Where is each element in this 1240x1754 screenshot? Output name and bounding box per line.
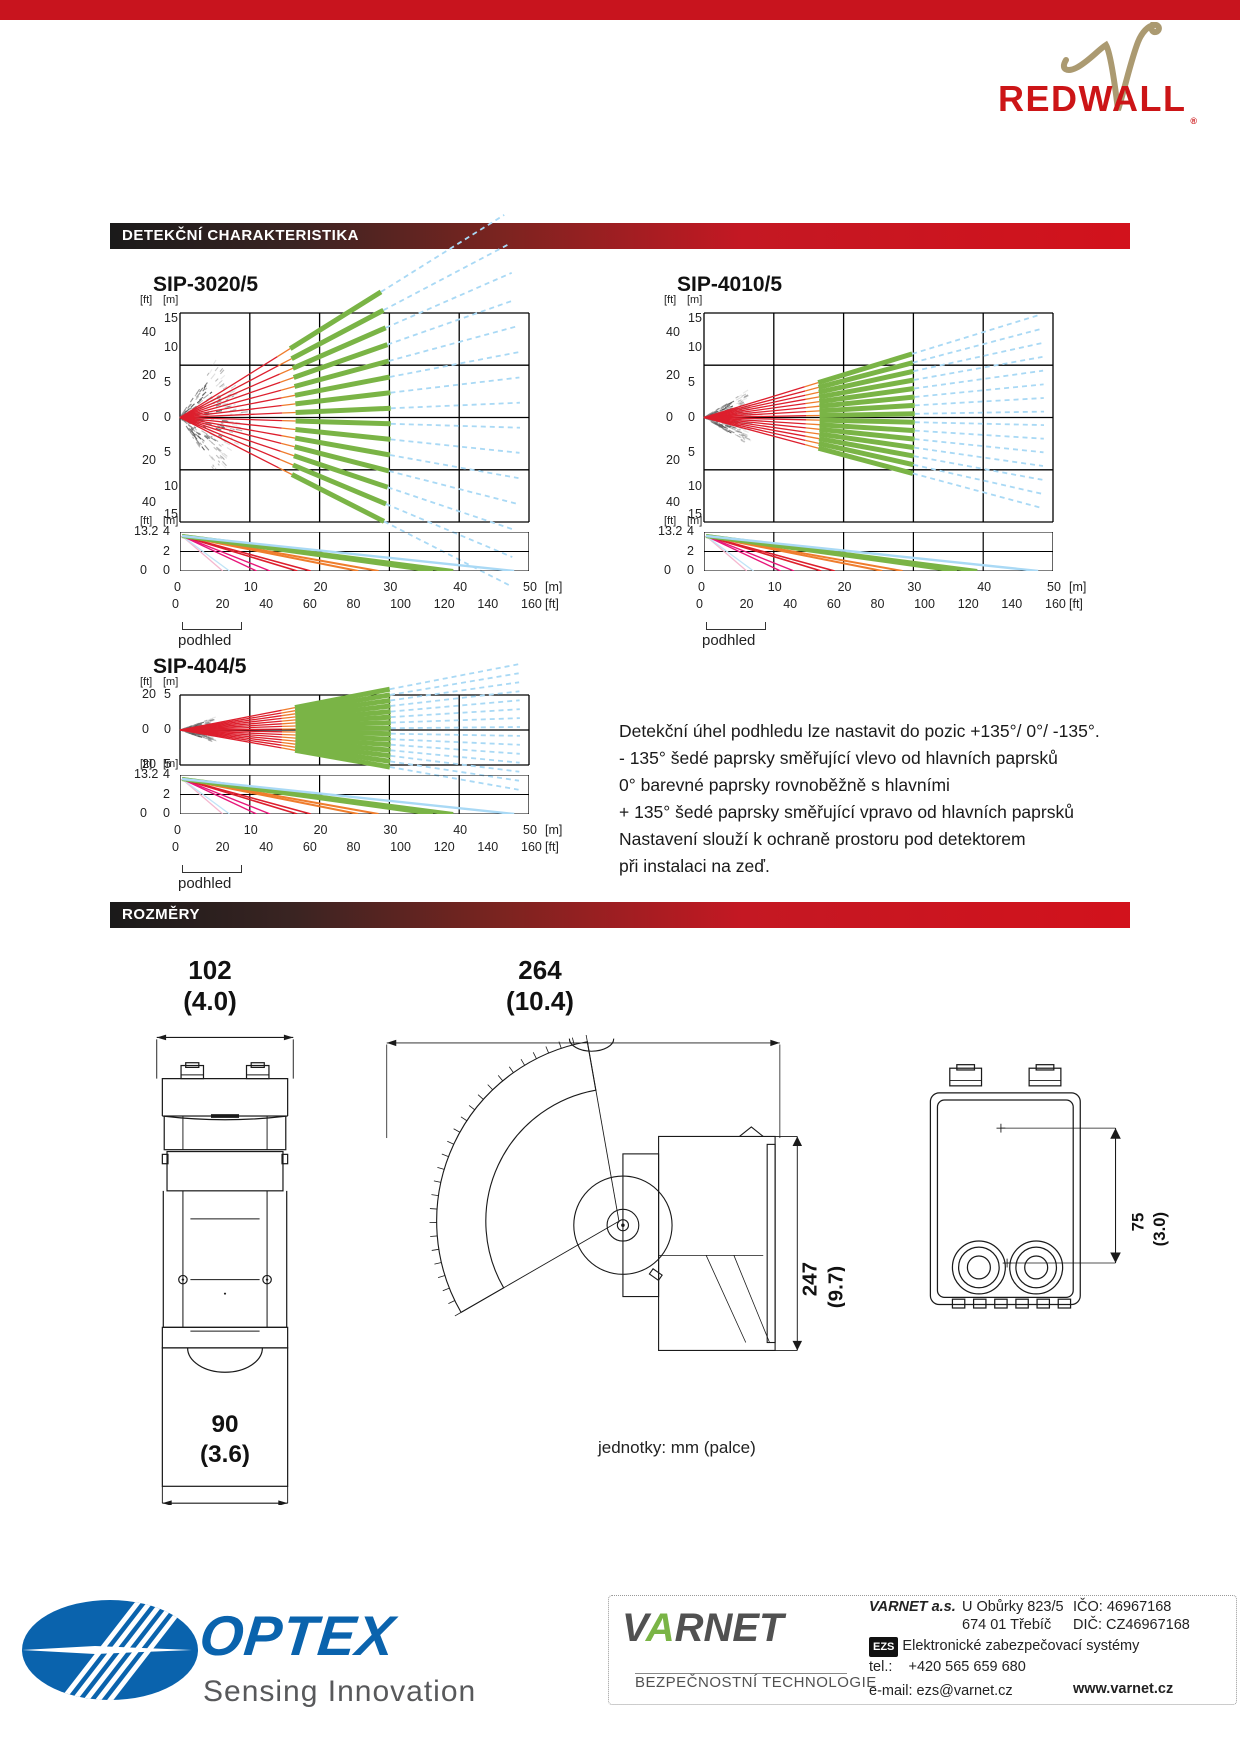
svg-text:(3.6): (3.6) xyxy=(200,1441,250,1468)
svg-text:75: 75 xyxy=(1129,1213,1148,1232)
svg-text:90: 90 xyxy=(211,1411,238,1438)
svg-text:247: 247 xyxy=(798,1262,821,1296)
svg-text:(9.7): (9.7) xyxy=(824,1266,845,1308)
svg-text:(3.0): (3.0) xyxy=(1150,1212,1169,1246)
